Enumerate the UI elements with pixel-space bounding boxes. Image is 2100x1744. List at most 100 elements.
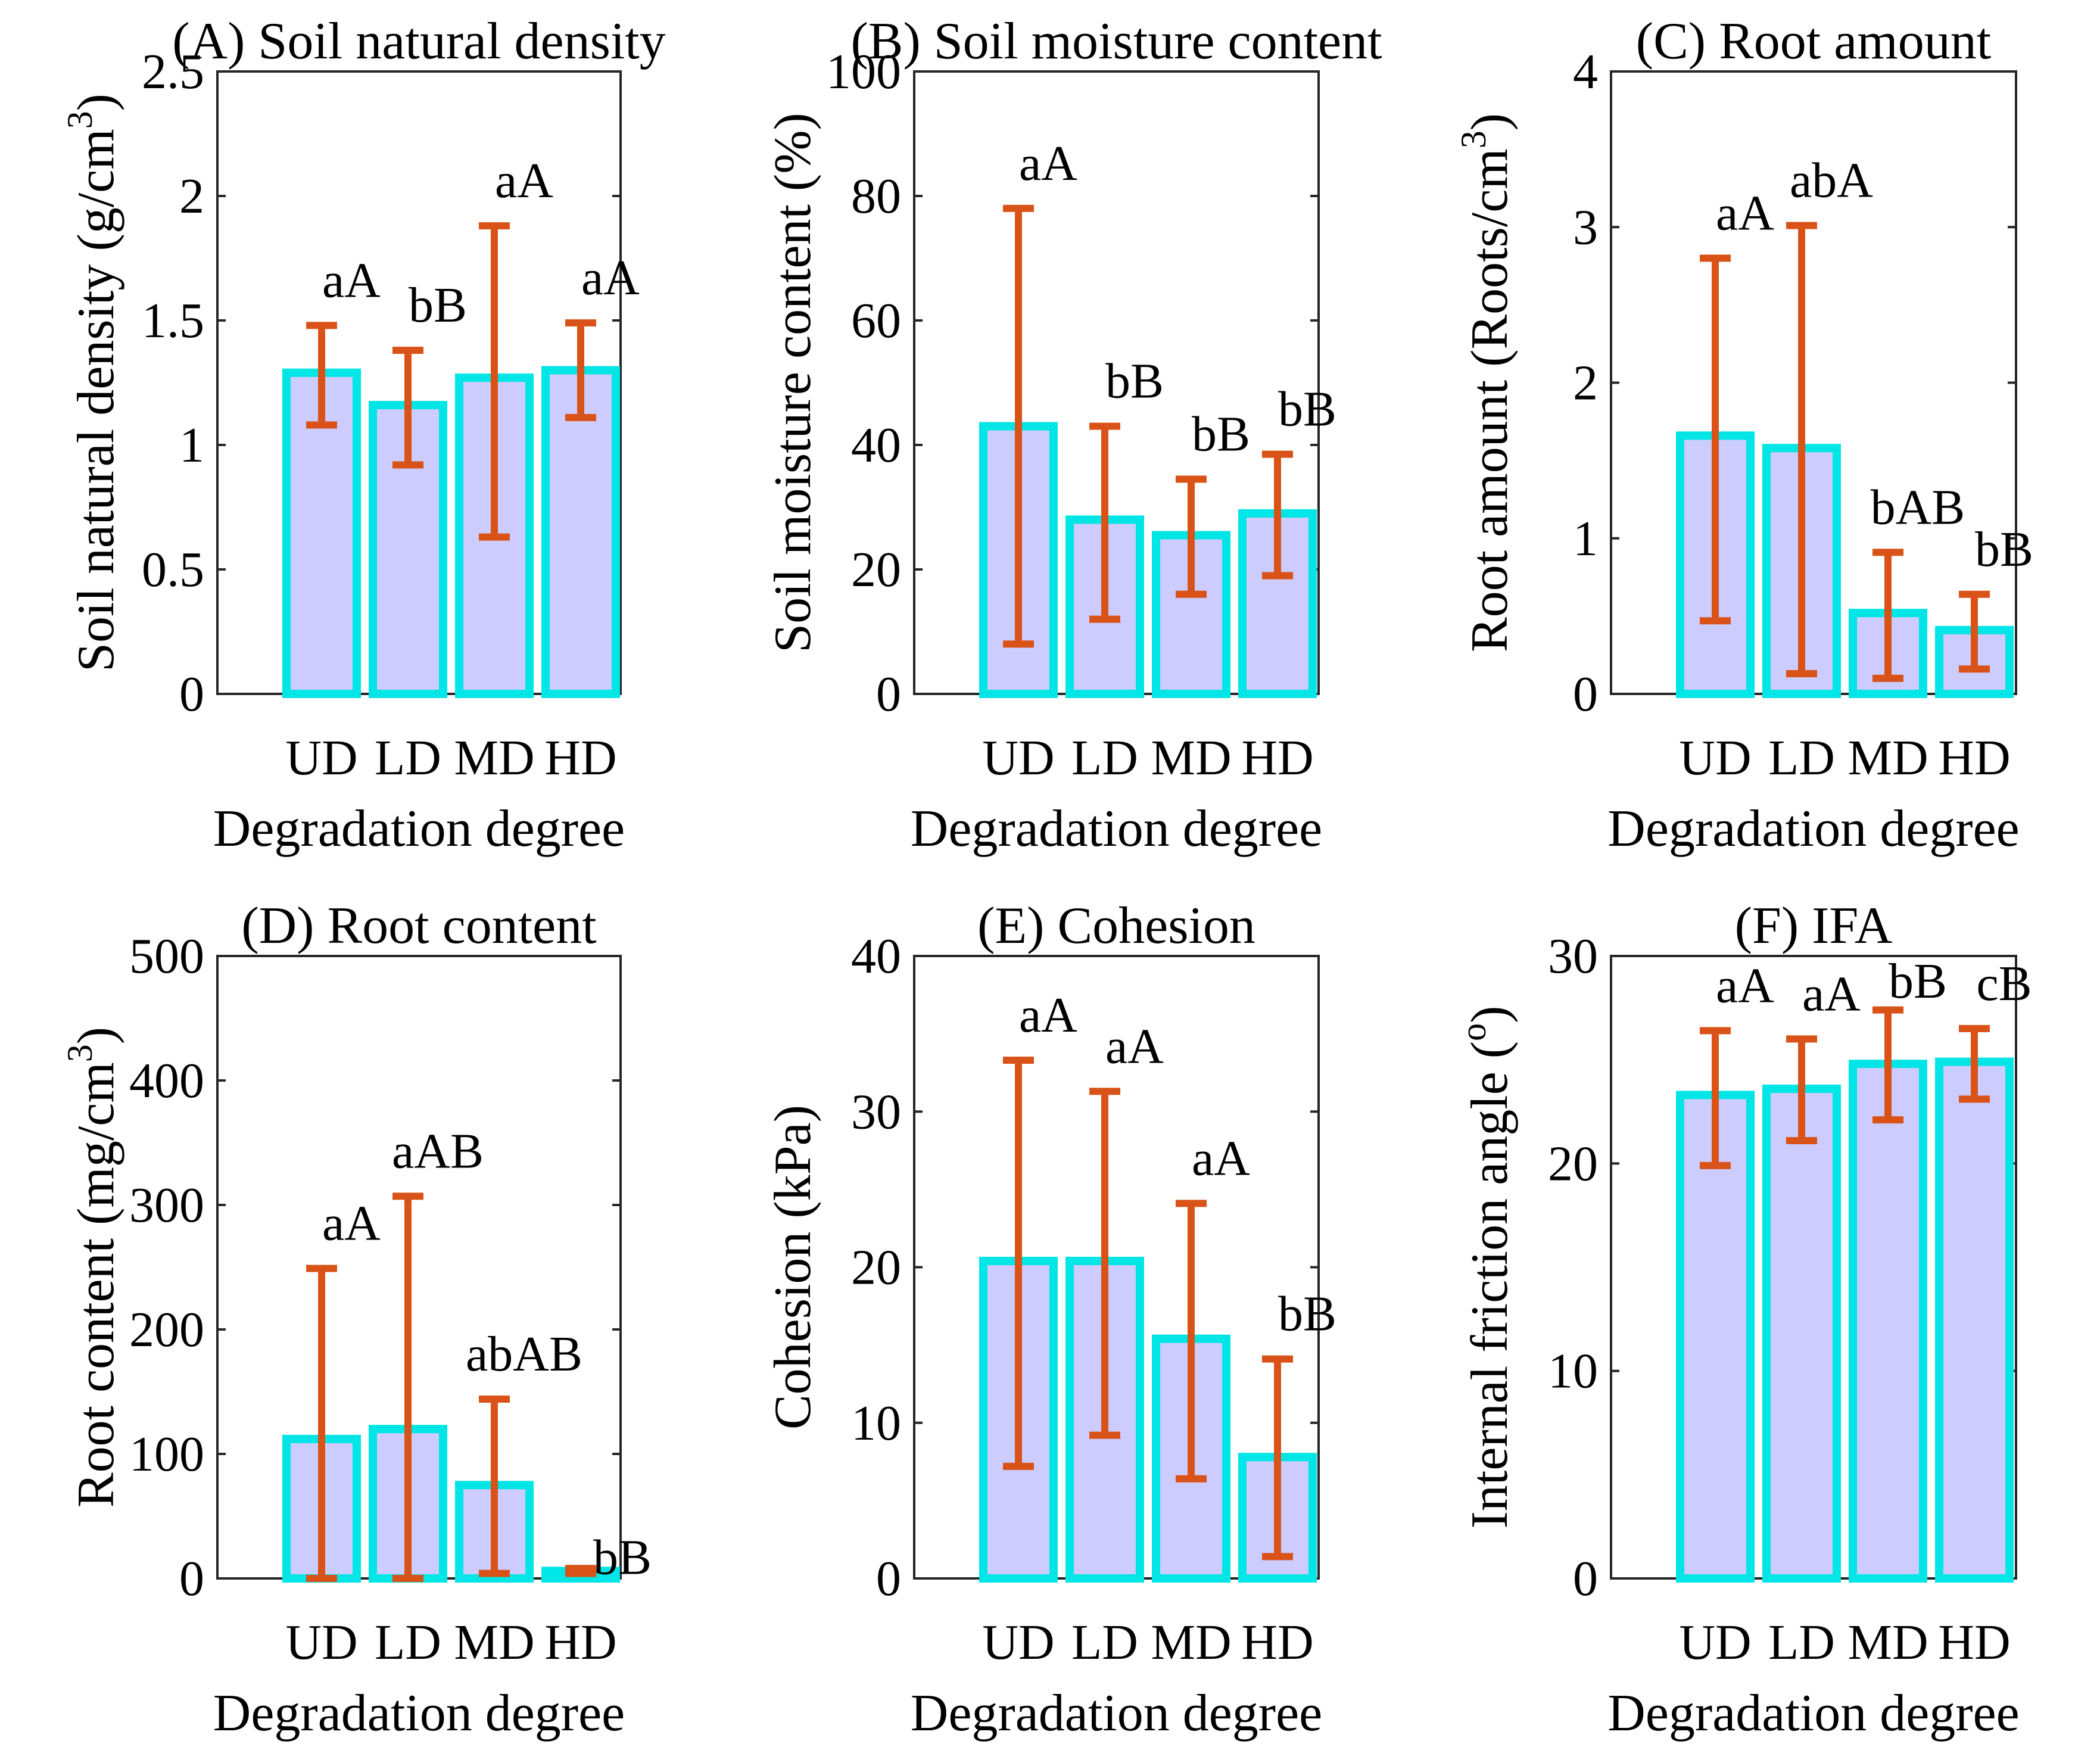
errorbar-hd <box>1262 450 1293 580</box>
significance-letter: aA <box>322 253 381 308</box>
y-tick-label: 100 <box>826 44 901 99</box>
significance-letter: bB <box>1278 1287 1336 1342</box>
y-axis-label: Soil natural density (g/cm3) <box>60 94 125 672</box>
significance-letter: aA <box>1716 958 1774 1013</box>
y-tick-label: 1 <box>179 418 204 473</box>
significance-letter: aA <box>1019 136 1077 191</box>
chart-title: (E) Cohesion <box>977 897 1255 955</box>
x-tick-label: UD <box>1679 1615 1751 1670</box>
significance-letter: aA <box>1105 1019 1164 1074</box>
y-tick-label: 10 <box>851 1396 901 1451</box>
y-tick-label: 0 <box>179 667 204 722</box>
x-tick-label: LD <box>1768 730 1835 786</box>
errorbar-hd <box>1959 590 1990 673</box>
significance-letter: aA <box>495 153 553 208</box>
errorbar-ld <box>1786 222 1817 678</box>
y-tick-label: 400 <box>129 1053 204 1108</box>
x-tick-label: MD <box>454 730 534 786</box>
errorbar-hd <box>1262 1355 1293 1561</box>
errorbar-ld <box>392 347 423 469</box>
y-tick-label: 80 <box>851 169 901 224</box>
errorbar-ud <box>1003 204 1034 648</box>
significance-letter: aAB <box>392 1123 484 1179</box>
significance-letter: bB <box>409 278 467 333</box>
y-axis-label-superscript: o <box>1454 1023 1493 1041</box>
x-tick-label: UD <box>1679 730 1751 786</box>
y-tick-label: 1.5 <box>142 293 204 348</box>
y-tick-label: 0 <box>1573 1551 1598 1606</box>
y-tick-label: 40 <box>851 929 901 984</box>
chart-title: (A) Soil natural density <box>172 13 666 70</box>
significance-letter: bB <box>593 1530 652 1585</box>
significance-letter: bB <box>1889 954 1947 1009</box>
y-tick-label: 20 <box>1548 1136 1598 1191</box>
errorbar-ld <box>392 1192 423 1582</box>
significance-letter: bB <box>1975 522 2033 577</box>
bar-hd <box>541 366 620 698</box>
errorbar-ud <box>1700 254 1731 625</box>
y-tick-label: 60 <box>851 293 901 348</box>
y-axis-label-close: ) <box>1461 113 1519 130</box>
y-axis-label-close: ) <box>1461 1006 1519 1023</box>
chart-panel-a: 0 0.5 1 1.5 2 2.5 aA bB aA aA UD LD MD HD (A) Soil nat… <box>60 13 666 858</box>
x-axis-label: Degradation degree <box>1607 800 2019 858</box>
x-tick-label: LD <box>375 730 441 786</box>
y-tick-label: 0.5 <box>142 542 204 597</box>
y-tick-label: 500 <box>129 929 204 984</box>
significance-letter: abAB <box>466 1326 582 1382</box>
y-axis-label: Soil moisture content (%) <box>764 113 822 653</box>
y-axis-label-close: ) <box>67 94 125 111</box>
x-tick-label: MD <box>1151 1615 1231 1670</box>
y-tick-label: 0 <box>1573 667 1598 722</box>
y-tick-label: 4 <box>1573 44 1598 99</box>
errorbar-hd <box>565 1565 596 1577</box>
y-axis-label-superscript: 3 <box>60 1044 99 1062</box>
errorbar-md <box>1872 549 1903 682</box>
x-tick-label: UD <box>285 1615 357 1670</box>
significance-letter: aA <box>322 1196 381 1251</box>
y-tick-label: 2 <box>1573 356 1598 411</box>
significance-letter: bAB <box>1871 479 1965 535</box>
y-tick-label: 2 <box>179 169 204 224</box>
x-axis-label: Degradation degree <box>213 800 625 858</box>
errorbar-md <box>1176 475 1207 598</box>
chart-title: (D) Root content <box>241 897 596 955</box>
y-axis-label: Root amount (Roots/cm3) <box>1454 113 1519 652</box>
y-tick-label: 20 <box>851 542 901 597</box>
y-tick-label: 10 <box>1548 1344 1598 1399</box>
y-tick-label: 30 <box>1548 929 1598 984</box>
y-tick-label: 200 <box>129 1302 204 1357</box>
bar-md <box>1849 1060 1927 1583</box>
y-axis-label-text: Root content (mg/cm <box>67 1062 125 1508</box>
significance-letter: aA <box>1716 186 1774 241</box>
x-axis-label: Degradation degree <box>1607 1684 2019 1742</box>
x-tick-label: HD <box>544 1615 616 1670</box>
x-tick-label: UD <box>982 730 1054 786</box>
significance-letter: bB <box>1192 406 1250 462</box>
y-tick-label: 1 <box>1573 511 1598 566</box>
x-tick-label: HD <box>1938 730 2010 786</box>
chart-panel-b: 0 20 40 60 80 100 aA bB bB bB UD LD MD HD (B) Soil moi… <box>764 13 1382 858</box>
y-tick-label: 0 <box>876 1551 901 1606</box>
significance-letter: aA <box>1802 966 1861 1022</box>
y-tick-label: 0 <box>876 667 901 722</box>
significance-letter: aA <box>1019 988 1077 1043</box>
significance-letter: aA <box>1192 1131 1250 1186</box>
errorbar-md <box>479 1396 510 1577</box>
x-tick-label: HD <box>544 730 616 786</box>
significance-letter: cB <box>1976 956 2032 1011</box>
errorbar-md <box>1872 1006 1903 1124</box>
errorbar-md <box>1176 1200 1207 1483</box>
errorbar-ld <box>1089 1088 1120 1439</box>
y-axis-label-text: Internal friction angle ( <box>1461 1041 1519 1529</box>
significance-letter: bB <box>1105 354 1164 409</box>
x-tick-label: MD <box>1151 730 1231 786</box>
chart-panel-e: 0 10 20 30 40 aA aA aA bB UD LD MD HD (E) Cohesion Deg… <box>764 897 1336 1742</box>
x-tick-label: UD <box>982 1615 1054 1670</box>
chart-panel-f: 0 10 20 30 aA aA bB cB UD LD MD HD (F) IFA Degradatio… <box>1454 897 2032 1742</box>
x-tick-label: LD <box>375 1615 441 1670</box>
bar-hd <box>1935 1057 2014 1583</box>
x-tick-label: HD <box>1241 730 1313 786</box>
